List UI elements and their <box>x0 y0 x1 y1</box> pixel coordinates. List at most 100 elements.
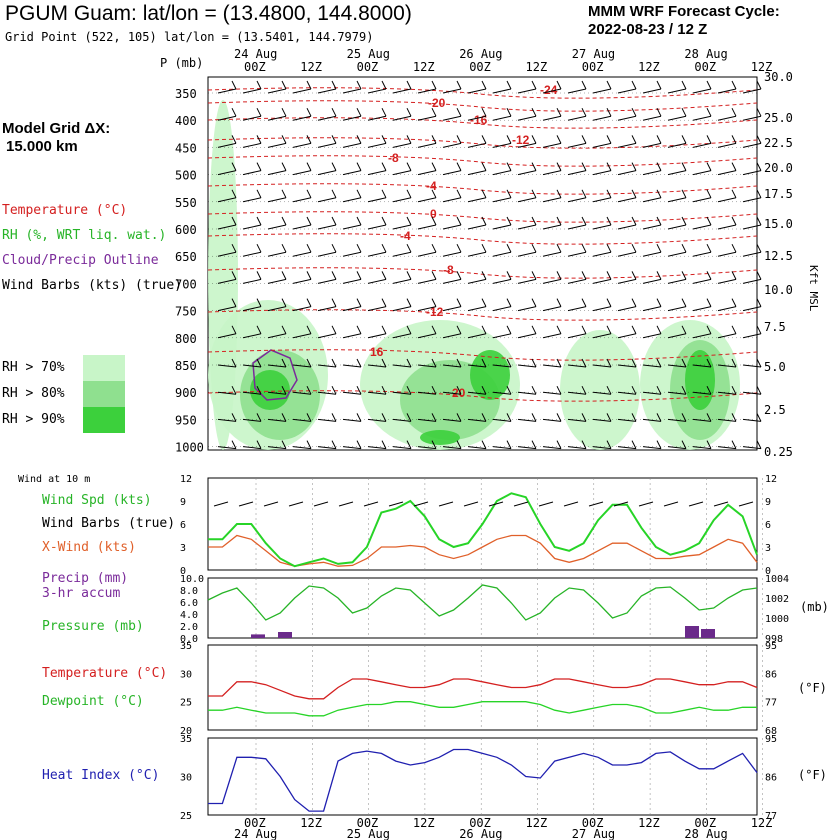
wind-barb-flag <box>406 107 412 117</box>
wind-barb <box>367 115 387 121</box>
wind-barb <box>517 364 537 368</box>
wind-barb-flag <box>631 162 637 171</box>
wind-barb <box>417 391 437 395</box>
wind-barb-flag <box>406 440 412 449</box>
wind-barb-flag <box>631 107 637 117</box>
wind-barb-flag <box>256 243 262 253</box>
wind-barb-flag <box>606 440 612 449</box>
temp-contour-4 <box>207 155 758 167</box>
wind-barb <box>267 278 287 284</box>
surface-wind-barb <box>588 501 604 507</box>
wind-barb-flag <box>531 358 537 368</box>
wind-barb-flag <box>731 440 737 449</box>
wind-barb <box>592 142 612 148</box>
wind-barb <box>217 333 237 339</box>
wind-barb-flag <box>481 271 487 280</box>
wind-barb-flag <box>656 80 662 90</box>
precip-tick-3: 4.0 <box>180 610 198 621</box>
temp-f-unit: (°F) <box>798 681 827 695</box>
wind-barb-flag <box>356 135 362 144</box>
wind-barb <box>417 306 437 312</box>
wind-barb-flag <box>631 385 637 395</box>
wind-barb <box>292 224 312 230</box>
wind-barb <box>342 306 362 312</box>
wind-barb <box>467 115 487 121</box>
wind-barb <box>442 115 462 121</box>
wind-barb-flag <box>406 189 412 199</box>
wind-barb <box>442 446 462 450</box>
wind-barb-flag <box>631 358 637 368</box>
wind-barb <box>617 418 637 422</box>
wind-barb-flag <box>731 135 737 144</box>
wind-barb <box>717 251 737 257</box>
wind-barb <box>642 88 662 94</box>
wind-barb <box>217 278 237 284</box>
pressure-tick-1: 1002 <box>765 594 789 605</box>
wind-barb-flag <box>756 413 762 422</box>
wind-barb-flag <box>481 107 487 117</box>
wind-barb <box>692 142 712 148</box>
heat-tick-1: 30 <box>180 773 192 784</box>
wind-barb-flag <box>531 80 537 90</box>
heat-index-line <box>208 748 758 812</box>
wind-barb <box>692 278 712 284</box>
wind-tick-left-0: 12 <box>180 474 192 485</box>
wind-barb <box>267 115 287 121</box>
surface-wind-barb <box>688 501 704 507</box>
wind-barb <box>217 391 237 395</box>
wind-barb-flag <box>406 162 412 171</box>
wind-barb <box>717 278 737 284</box>
top-hour-tick-6: 00Z <box>582 60 604 74</box>
bottom-hour-tick-6: 00Z <box>582 816 604 830</box>
wind-barb <box>617 142 637 148</box>
wind-barb <box>517 278 537 284</box>
wind-barb <box>467 170 487 176</box>
wind-barb <box>292 364 312 368</box>
temp-contour-label-5: -4 <box>426 179 437 193</box>
wind-barb-flag <box>431 385 437 395</box>
pressure-axis-title: P (mb) <box>160 56 204 70</box>
wind-barb-flag <box>606 162 612 171</box>
wind-barb <box>692 115 712 121</box>
surface-wind-barb <box>713 501 729 507</box>
wind-barb-flag <box>431 189 437 199</box>
wind-barb <box>642 418 662 422</box>
wind-barb-flag <box>431 413 437 422</box>
wind-barb <box>717 306 737 312</box>
wind-barb <box>742 142 762 148</box>
wind-barb <box>267 418 287 422</box>
wind-barb-flag <box>256 107 262 117</box>
wind-barb-flag <box>606 385 612 395</box>
wind-barb-flag <box>656 107 662 117</box>
wind-barb <box>367 224 387 230</box>
wind-barb <box>617 197 637 203</box>
temp-tick-1: 30 <box>180 669 192 680</box>
wind-barb <box>467 306 487 312</box>
wind-barb-flag <box>281 243 287 253</box>
wind-barb <box>292 115 312 121</box>
wind-barb-flag <box>306 135 312 144</box>
wind-barb-flag <box>231 243 237 253</box>
wind-barb-flag <box>356 440 362 449</box>
wind-barb <box>367 251 387 257</box>
wind-barb <box>642 251 662 257</box>
wind-barb <box>342 251 362 257</box>
wind-barb <box>392 418 412 422</box>
wind-barb <box>592 170 612 176</box>
wind-barb-flag <box>306 107 312 117</box>
wind-barb <box>367 446 387 450</box>
wind-barb-flag <box>531 135 537 144</box>
wind-barb-flag <box>381 271 387 280</box>
wind-barb-flag <box>581 135 587 144</box>
wind-barb <box>242 278 262 284</box>
wind-barb-flag <box>681 243 687 253</box>
wind-barb <box>542 142 562 148</box>
wind-barb-flag <box>481 358 487 368</box>
wind-barb <box>317 333 337 339</box>
wind-barb <box>492 306 512 312</box>
wind-barb-flag <box>581 325 587 335</box>
wind-barb-flag <box>656 135 662 144</box>
wind-barb-flag <box>406 325 412 335</box>
temp-contour-label-6: 0 <box>430 207 437 221</box>
wind-barb <box>392 251 412 257</box>
